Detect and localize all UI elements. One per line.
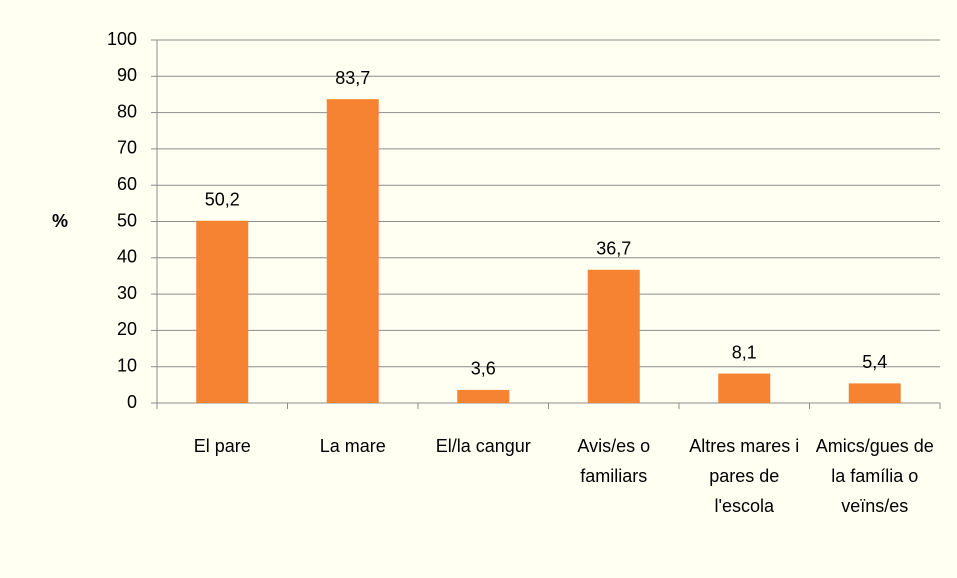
bar bbox=[196, 220, 249, 403]
data-label: 5,4 bbox=[862, 352, 887, 372]
x-tick-label-box: El/la cangur bbox=[435, 436, 531, 456]
x-tick-label: El pare bbox=[193, 436, 251, 456]
bar bbox=[457, 389, 510, 403]
x-tick-label-box: La mare bbox=[319, 436, 386, 456]
bar bbox=[848, 383, 901, 403]
y-tick-label: 60 bbox=[117, 174, 137, 194]
bar bbox=[326, 99, 379, 403]
y-tick-label: 70 bbox=[117, 138, 137, 158]
y-tick-label: 90 bbox=[117, 65, 137, 85]
y-tick-label: 50 bbox=[117, 210, 137, 230]
y-tick-label: 30 bbox=[117, 283, 137, 303]
y-tick-label: 0 bbox=[127, 392, 137, 412]
y-tick-label: 100 bbox=[107, 29, 137, 49]
data-label: 36,7 bbox=[596, 239, 631, 259]
y-tick-label: 10 bbox=[117, 355, 137, 375]
x-tick-label-box: El pare bbox=[193, 436, 251, 456]
x-tick-label-box: Avis/es o familiars bbox=[577, 436, 651, 486]
x-tick-label-box: Altres mares i pares de l'escola bbox=[689, 436, 800, 516]
data-label: 50,2 bbox=[205, 190, 240, 210]
data-label: 8,1 bbox=[732, 342, 757, 362]
x-tick-label: Altres mares i pares de l'escola bbox=[689, 436, 800, 516]
x-tick-label: La mare bbox=[319, 436, 386, 456]
data-label: 3,6 bbox=[471, 359, 496, 379]
y-tick-label: 20 bbox=[117, 319, 137, 339]
y-tick-label: 80 bbox=[117, 101, 137, 121]
y-tick-label: 40 bbox=[117, 247, 137, 267]
x-tick-label-box: Amics/gues de la família o veïns/es bbox=[815, 436, 934, 516]
data-label: 83,7 bbox=[335, 68, 370, 88]
bar bbox=[587, 269, 640, 403]
x-tick-label: El/la cangur bbox=[435, 436, 531, 456]
x-tick-label: Avis/es o familiars bbox=[577, 436, 651, 486]
bar bbox=[718, 373, 771, 403]
x-tick-label: Amics/gues de la família o veïns/es bbox=[815, 436, 934, 516]
y-axis-label: % bbox=[52, 211, 68, 231]
